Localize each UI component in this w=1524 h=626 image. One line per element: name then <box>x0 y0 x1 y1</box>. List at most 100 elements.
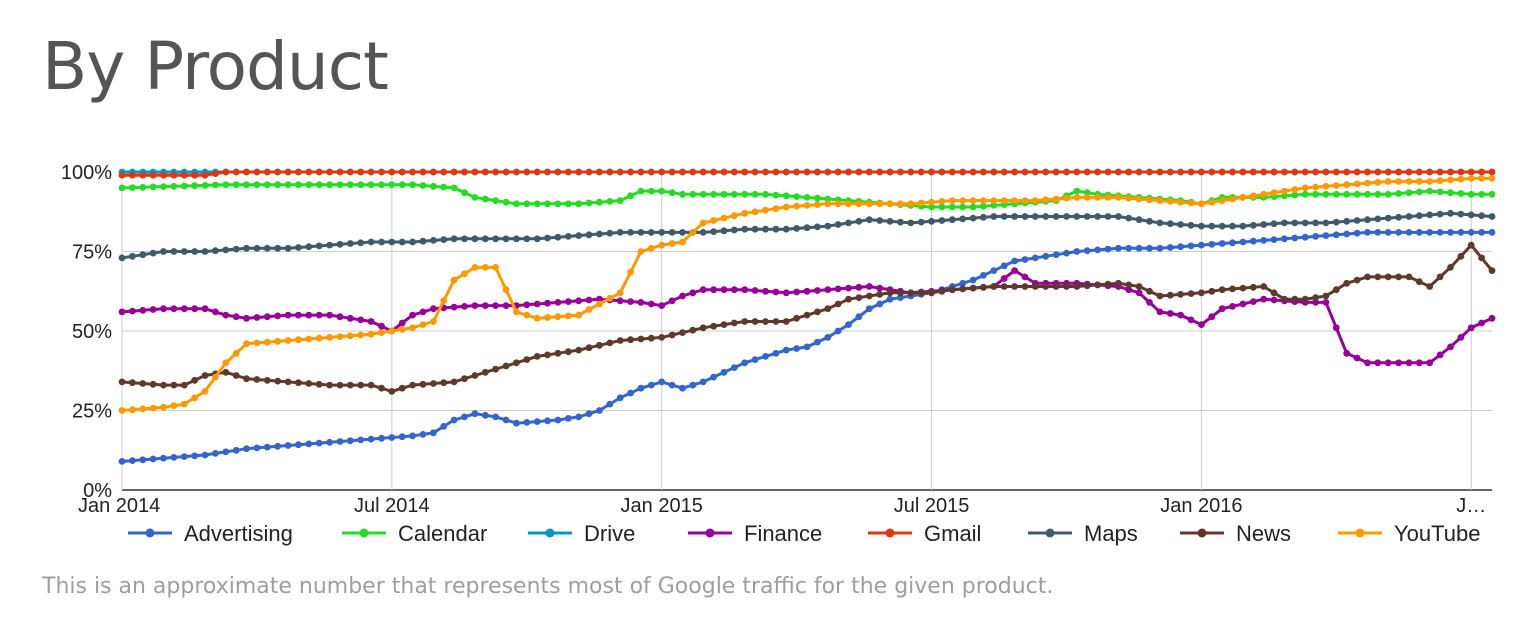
data-point <box>710 228 717 236</box>
legend-item-calendar[interactable]: Calendar <box>342 521 487 546</box>
data-point <box>824 286 832 294</box>
data-point <box>1384 229 1392 236</box>
data-point <box>461 168 468 176</box>
data-point <box>720 168 728 176</box>
data-point <box>741 359 749 367</box>
data-point <box>803 194 811 201</box>
data-point <box>575 168 583 176</box>
data-point <box>367 435 375 443</box>
data-point <box>782 192 790 200</box>
data-point <box>243 375 250 383</box>
data-point <box>1364 229 1371 236</box>
data-point <box>886 168 894 176</box>
data-point <box>378 168 385 176</box>
data-point <box>222 448 230 456</box>
data-point <box>679 190 686 198</box>
data-point <box>1281 192 1288 200</box>
data-point <box>1488 213 1496 220</box>
data-point <box>1426 178 1434 185</box>
data-point <box>253 168 261 176</box>
data-point <box>1436 177 1444 185</box>
data-point <box>471 302 479 309</box>
data-point <box>1343 349 1351 357</box>
data-point <box>1332 218 1340 226</box>
data-point <box>1198 222 1205 230</box>
data-point <box>907 219 915 227</box>
data-point <box>212 450 219 457</box>
data-point <box>139 405 147 413</box>
data-point <box>679 329 686 336</box>
data-point <box>1156 308 1164 316</box>
data-point <box>658 378 666 386</box>
data-point <box>1073 283 1081 290</box>
data-point <box>1447 343 1454 351</box>
data-point <box>129 457 136 464</box>
data-point <box>295 181 302 189</box>
data-point <box>772 225 780 233</box>
data-point <box>315 181 323 189</box>
data-point <box>876 168 884 176</box>
data-point <box>730 190 738 198</box>
data-point <box>1198 168 1205 176</box>
legend-item-maps[interactable]: Maps <box>1028 521 1138 546</box>
data-point <box>1239 238 1247 246</box>
data-point <box>814 194 821 202</box>
data-point <box>336 240 344 248</box>
y-tick-label: 25% <box>72 401 112 423</box>
data-point <box>263 168 271 176</box>
legend-item-youtube[interactable]: YouTube <box>1338 521 1480 546</box>
data-point <box>803 287 811 295</box>
data-point <box>481 235 489 243</box>
data-point <box>523 356 531 363</box>
data-point <box>720 321 728 328</box>
data-point <box>897 200 904 208</box>
data-point <box>1218 168 1226 176</box>
data-point <box>170 454 178 461</box>
data-point <box>1467 175 1475 182</box>
data-point <box>1031 254 1039 262</box>
data-point <box>191 452 199 460</box>
data-point <box>575 232 583 240</box>
data-point <box>1146 244 1153 252</box>
data-point <box>450 416 458 424</box>
data-point <box>897 168 904 176</box>
data-point <box>1291 295 1299 303</box>
data-point <box>876 284 884 292</box>
data-point <box>388 434 396 441</box>
data-point <box>1073 187 1081 195</box>
data-point <box>928 289 935 297</box>
data-point <box>170 182 178 190</box>
data-point <box>699 286 707 294</box>
data-point <box>232 245 240 253</box>
legend-item-drive[interactable]: Drive <box>528 521 635 546</box>
data-point <box>1146 299 1153 306</box>
data-point <box>1260 283 1268 290</box>
legend-item-news[interactable]: News <box>1180 521 1291 546</box>
data-point <box>1239 168 1247 176</box>
legend-item-finance[interactable]: Finance <box>688 521 822 546</box>
data-point <box>1083 282 1091 290</box>
data-point <box>118 184 126 192</box>
data-point <box>616 297 624 305</box>
data-point <box>222 181 230 189</box>
data-point <box>1187 290 1195 297</box>
legend-item-advertising[interactable]: Advertising <box>128 521 293 546</box>
data-point <box>959 279 967 287</box>
legend[interactable]: Advertising Calendar Drive Finance Gmail Maps… <box>128 521 1480 546</box>
data-point <box>689 381 697 389</box>
data-point <box>814 287 821 294</box>
data-point <box>502 286 510 294</box>
data-point <box>1115 194 1122 201</box>
data-point <box>450 168 458 176</box>
data-point <box>1457 229 1465 236</box>
data-point <box>658 187 666 195</box>
data-point <box>1291 168 1299 176</box>
data-point <box>357 168 365 176</box>
data-point <box>1405 178 1413 185</box>
data-point <box>1395 359 1402 367</box>
data-point <box>129 171 136 179</box>
legend-item-gmail[interactable]: Gmail <box>868 521 981 546</box>
data-point <box>855 283 863 291</box>
data-point <box>1447 176 1454 184</box>
data-point <box>969 203 977 211</box>
